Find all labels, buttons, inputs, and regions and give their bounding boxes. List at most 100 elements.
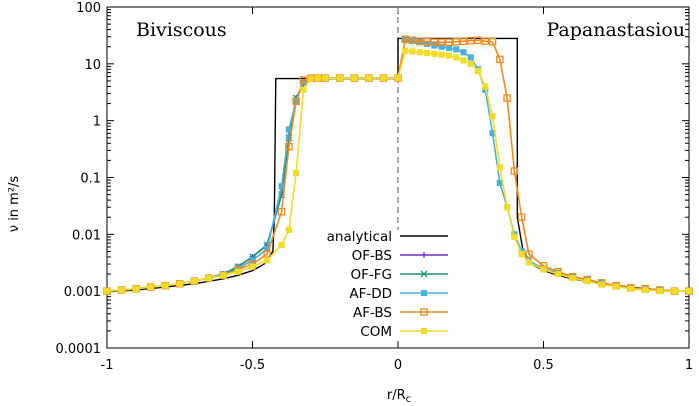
series-com (103, 47, 693, 295)
data-point (420, 289, 428, 297)
data-point (285, 226, 292, 233)
data-point (466, 36, 475, 45)
y-tick-label: 100 (76, 1, 101, 16)
data-point (263, 245, 271, 253)
data-point (518, 250, 525, 258)
data-point (627, 285, 634, 292)
y-tick-label: 10 (84, 58, 101, 73)
data-point (300, 86, 307, 93)
data-point (510, 167, 519, 175)
x-axis-label: r/Rc (387, 388, 411, 405)
series-line (106, 38, 689, 292)
y-axis-label: ν in m²/s (7, 176, 22, 233)
data-point (394, 75, 402, 82)
data-point (176, 280, 183, 287)
x-axis-label-main: r/R (387, 388, 406, 403)
data-point (474, 67, 482, 75)
data-point (402, 47, 409, 54)
legend-label: COM (360, 324, 392, 340)
data-point (459, 37, 468, 45)
data-point (285, 126, 292, 133)
data-point (409, 48, 416, 55)
data-point (220, 272, 227, 279)
data-point (511, 233, 518, 241)
data-point (307, 75, 314, 82)
data-point (438, 51, 445, 58)
data-point (162, 282, 169, 289)
annotation-biviscous: Biviscous (136, 19, 227, 41)
data-point (278, 183, 285, 190)
data-point (278, 241, 285, 249)
data-point (467, 60, 474, 67)
data-point (416, 37, 424, 45)
data-point (489, 130, 496, 137)
data-point (460, 49, 467, 56)
data-point (336, 75, 343, 82)
data-point (263, 257, 271, 264)
data-point (365, 75, 372, 82)
data-point (191, 278, 198, 285)
data-point (496, 164, 503, 171)
x-tick-label: -1 (101, 358, 114, 373)
data-point (423, 37, 431, 46)
y-tick-label: 0.1 (80, 172, 101, 187)
annotation-papanastasiou: Papanastasiou (546, 19, 685, 41)
data-point (481, 37, 490, 45)
data-point (584, 278, 591, 285)
data-point (314, 75, 322, 82)
x-axis-label-subscript: c (406, 394, 412, 405)
data-point (642, 286, 649, 294)
legend-label: AF-BS (353, 305, 392, 321)
data-point (438, 43, 445, 50)
data-point (401, 35, 410, 44)
x-tick-label: 1 (685, 358, 693, 373)
data-point (234, 268, 242, 275)
data-point (299, 76, 308, 84)
data-point (613, 283, 620, 290)
data-point (460, 57, 467, 64)
data-point (408, 36, 417, 44)
data-point (525, 250, 533, 258)
data-point (445, 44, 453, 52)
data-point (416, 39, 423, 46)
data-point (452, 37, 460, 46)
data-point (554, 270, 562, 278)
data-point (424, 40, 431, 47)
data-point (351, 75, 358, 82)
data-point (598, 281, 605, 288)
data-point (416, 49, 423, 56)
legend-label: AF-DD (349, 286, 392, 302)
data-point (292, 97, 300, 105)
data-point (685, 288, 693, 295)
data-point (420, 327, 428, 335)
series-af-bs (103, 35, 693, 295)
y-tick-label: 0.001 (64, 285, 101, 300)
data-point (504, 204, 511, 211)
data-point (234, 265, 242, 272)
data-point (118, 286, 125, 294)
data-point (430, 38, 439, 46)
x-tick-label: 0 (394, 358, 402, 373)
data-point (420, 308, 428, 316)
data-point (103, 288, 111, 295)
data-point (503, 94, 511, 102)
data-point (277, 207, 286, 216)
data-point (147, 283, 154, 291)
data-point (671, 288, 678, 295)
data-point (517, 213, 526, 221)
data-point (569, 274, 576, 282)
data-point (656, 288, 663, 295)
data-point (263, 250, 271, 258)
data-point (285, 142, 293, 151)
x-tick-label: -0.5 (240, 358, 265, 373)
legend-label: OF-BS (352, 248, 392, 264)
x-tick-label: 0.5 (533, 358, 554, 373)
data-point (431, 50, 438, 57)
data-point (489, 113, 496, 120)
data-point (322, 75, 329, 82)
y-tick-label: 1 (93, 115, 101, 130)
data-point (496, 55, 504, 64)
data-point (293, 169, 300, 177)
legend-label: analytical (327, 229, 392, 245)
